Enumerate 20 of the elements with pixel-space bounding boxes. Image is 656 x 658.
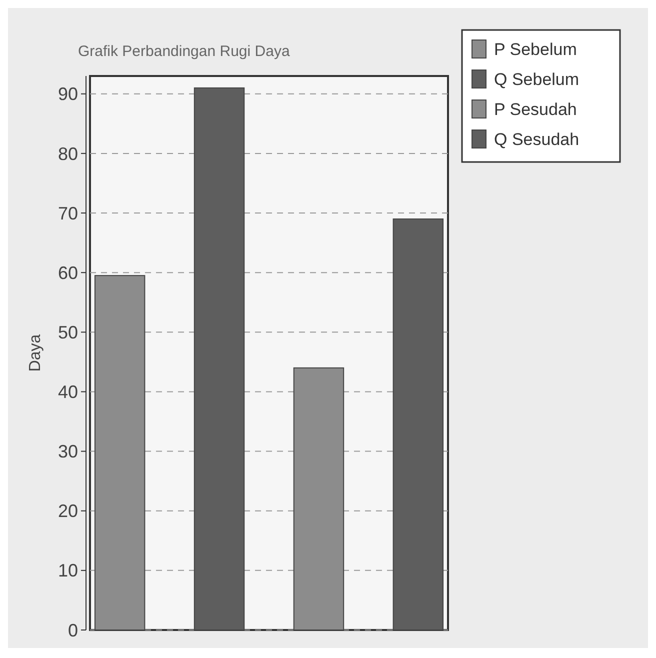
y-tick-label: 60 (58, 262, 78, 283)
y-axis-title: Daya (27, 334, 44, 372)
y-tick-label: 80 (58, 144, 78, 164)
y-tick-label: 0 (68, 620, 78, 640)
y-tick-label: 10 (58, 560, 78, 581)
y-tick-label: 30 (58, 442, 78, 462)
bar (392, 218, 444, 630)
bar (293, 367, 344, 630)
y-tick-label: 70 (58, 203, 78, 224)
y-tick-label: 90 (58, 84, 78, 104)
y-tick-label: 50 (58, 322, 78, 342)
legend-label: P Sebelum (494, 40, 577, 59)
legend-label: P Sesudah (494, 100, 577, 119)
chart-title: Grafik Perbandingan Rugi Daya (78, 43, 290, 60)
bar (194, 87, 245, 630)
legend-label: Q Sebelum (494, 70, 580, 89)
y-tick-label: 20 (58, 501, 78, 522)
y-tick-label: 40 (58, 382, 78, 402)
bar (94, 275, 146, 630)
legend-label: Q Sesudah (494, 130, 580, 149)
